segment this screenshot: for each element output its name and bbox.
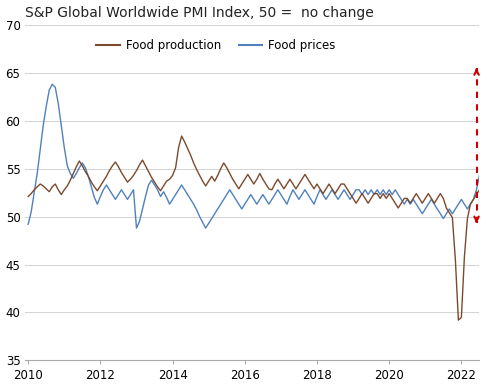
Text: S&P Global Worldwide PMI Index, 50 =  no change: S&P Global Worldwide PMI Index, 50 = no … xyxy=(26,5,374,19)
Legend: Food production, Food prices: Food production, Food prices xyxy=(92,34,340,57)
